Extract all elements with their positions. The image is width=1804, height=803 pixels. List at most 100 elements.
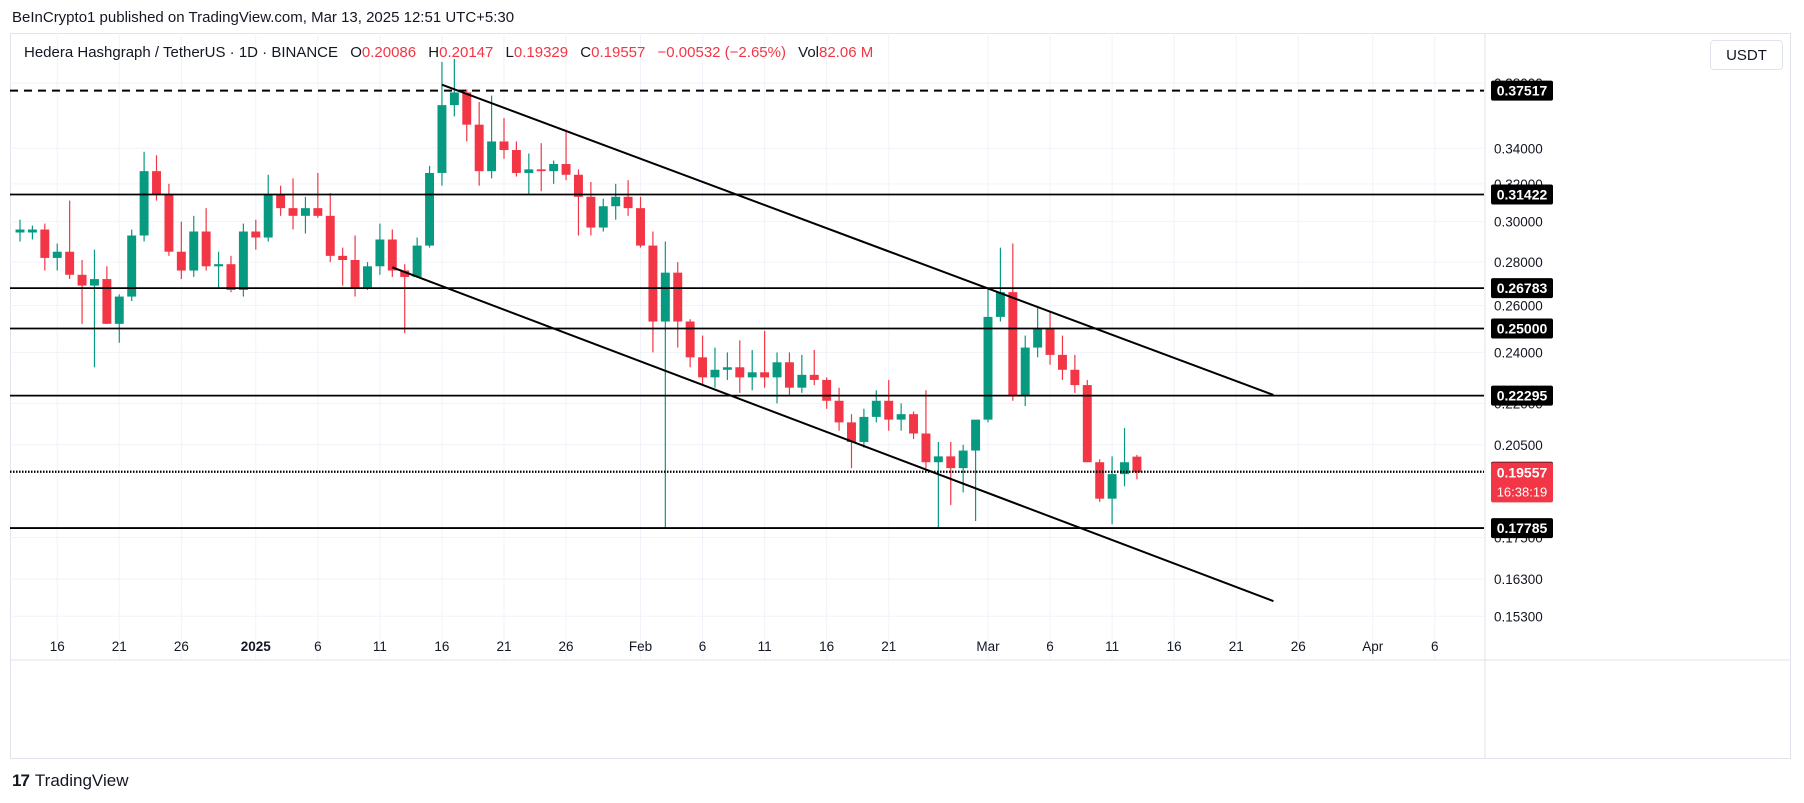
- x-tick-label: 21: [496, 639, 511, 654]
- candle: [40, 223, 50, 271]
- candle-body: [52, 251, 62, 258]
- candle-body: [164, 194, 174, 252]
- x-tick-label: 6: [1431, 639, 1439, 654]
- channel-trendline: [391, 266, 1274, 603]
- high-label: H: [428, 44, 440, 61]
- candle-body: [300, 208, 310, 216]
- candle: [760, 330, 770, 388]
- candle: [921, 390, 931, 469]
- candle-body: [1120, 462, 1129, 475]
- x-tick-label: 2025: [241, 639, 272, 654]
- y-tick-label: 0.26000: [1494, 299, 1543, 314]
- x-tick-label: 16: [1167, 639, 1182, 654]
- candle: [995, 247, 1005, 322]
- candle-body: [499, 141, 509, 151]
- tradingview-brand: TradingView: [34, 771, 129, 790]
- candle: [946, 441, 956, 505]
- candle: [400, 264, 410, 334]
- candle: [338, 247, 348, 286]
- candle-body: [276, 194, 286, 209]
- candle-body: [933, 456, 943, 463]
- candle: [201, 208, 211, 271]
- candle: [983, 287, 993, 423]
- candle-body: [102, 279, 112, 324]
- candle-body: [884, 400, 894, 420]
- candle: [797, 354, 807, 393]
- candle-body: [89, 279, 99, 286]
- candle-body: [1033, 328, 1043, 348]
- tradingview-footer[interactable]: 17 TradingView: [12, 771, 128, 791]
- candle: [623, 180, 633, 216]
- x-tick-label: 6: [1046, 639, 1054, 654]
- change-value: −0.00532 (−2.65%): [657, 44, 786, 61]
- candle: [425, 165, 435, 248]
- candle: [487, 95, 497, 179]
- candle-body: [325, 215, 335, 256]
- candle: [1095, 459, 1105, 502]
- candle-body: [425, 172, 435, 246]
- candle: [363, 262, 372, 290]
- candle-body: [1107, 474, 1117, 499]
- candle: [474, 101, 484, 186]
- candle-body: [1008, 292, 1018, 396]
- candle-body: [226, 264, 236, 290]
- candle-body: [797, 374, 807, 388]
- x-tick-label: 21: [1229, 639, 1244, 654]
- candle-body: [623, 196, 633, 209]
- currency-button[interactable]: USDT: [1710, 40, 1783, 70]
- candle-body: [114, 296, 124, 324]
- candle-body: [909, 414, 919, 434]
- candle-body: [735, 367, 745, 378]
- candle-body: [673, 272, 683, 322]
- current-price-label: 0.19557: [1497, 464, 1548, 480]
- trendlines: [391, 83, 1274, 603]
- candle-body: [648, 245, 658, 322]
- candle-body: [77, 274, 87, 286]
- candle-body: [983, 316, 993, 420]
- candle-body: [1045, 328, 1055, 355]
- candle: [127, 229, 137, 302]
- candle: [710, 347, 720, 388]
- y-tick-label: 0.15300: [1494, 609, 1543, 624]
- candle: [387, 229, 397, 277]
- volume-value: 82.06 M: [819, 44, 874, 61]
- candle-body: [511, 150, 521, 173]
- candle-body: [387, 239, 397, 271]
- channel-trendline: [441, 83, 1274, 396]
- x-tick-label: 26: [174, 639, 189, 654]
- time-axis[interactable]: 16 21 26 2025 6 11 16 21 26 Feb 6 11 16 21 Mar 6 11 16 21 2…: [50, 639, 1439, 654]
- x-tick-label: 11: [373, 639, 387, 654]
- candle-body: [65, 251, 75, 275]
- candle: [102, 266, 112, 324]
- candle-body: [784, 362, 794, 388]
- candle: [1020, 335, 1030, 407]
- candle: [722, 352, 732, 380]
- candle-body: [214, 264, 224, 267]
- candle-body: [487, 141, 497, 172]
- price-axis[interactable]: 0.153000.163000.175000.205000.220000.240…: [1491, 76, 1553, 624]
- candle: [884, 379, 894, 431]
- candle: [114, 294, 124, 343]
- candle: [1132, 454, 1142, 480]
- candle: [1082, 379, 1092, 463]
- candle: [511, 141, 521, 177]
- y-tick-label: 0.30000: [1494, 215, 1543, 230]
- candle: [636, 196, 645, 248]
- candle-body: [15, 229, 25, 233]
- candle-body: [1057, 354, 1067, 370]
- candle-body: [747, 372, 757, 378]
- candle-body: [1070, 369, 1080, 386]
- candle: [152, 155, 161, 201]
- close-label: C: [580, 44, 592, 61]
- candle: [15, 219, 25, 242]
- level-price-label: 0.31422: [1497, 187, 1548, 203]
- current-price-tag: [1491, 462, 1553, 503]
- x-tick-label: 11: [758, 639, 772, 654]
- candle: [499, 118, 509, 159]
- candle-body: [474, 124, 484, 172]
- candle: [52, 243, 62, 271]
- candle: [189, 215, 199, 277]
- candle-body: [1095, 462, 1105, 499]
- candle: [549, 160, 559, 184]
